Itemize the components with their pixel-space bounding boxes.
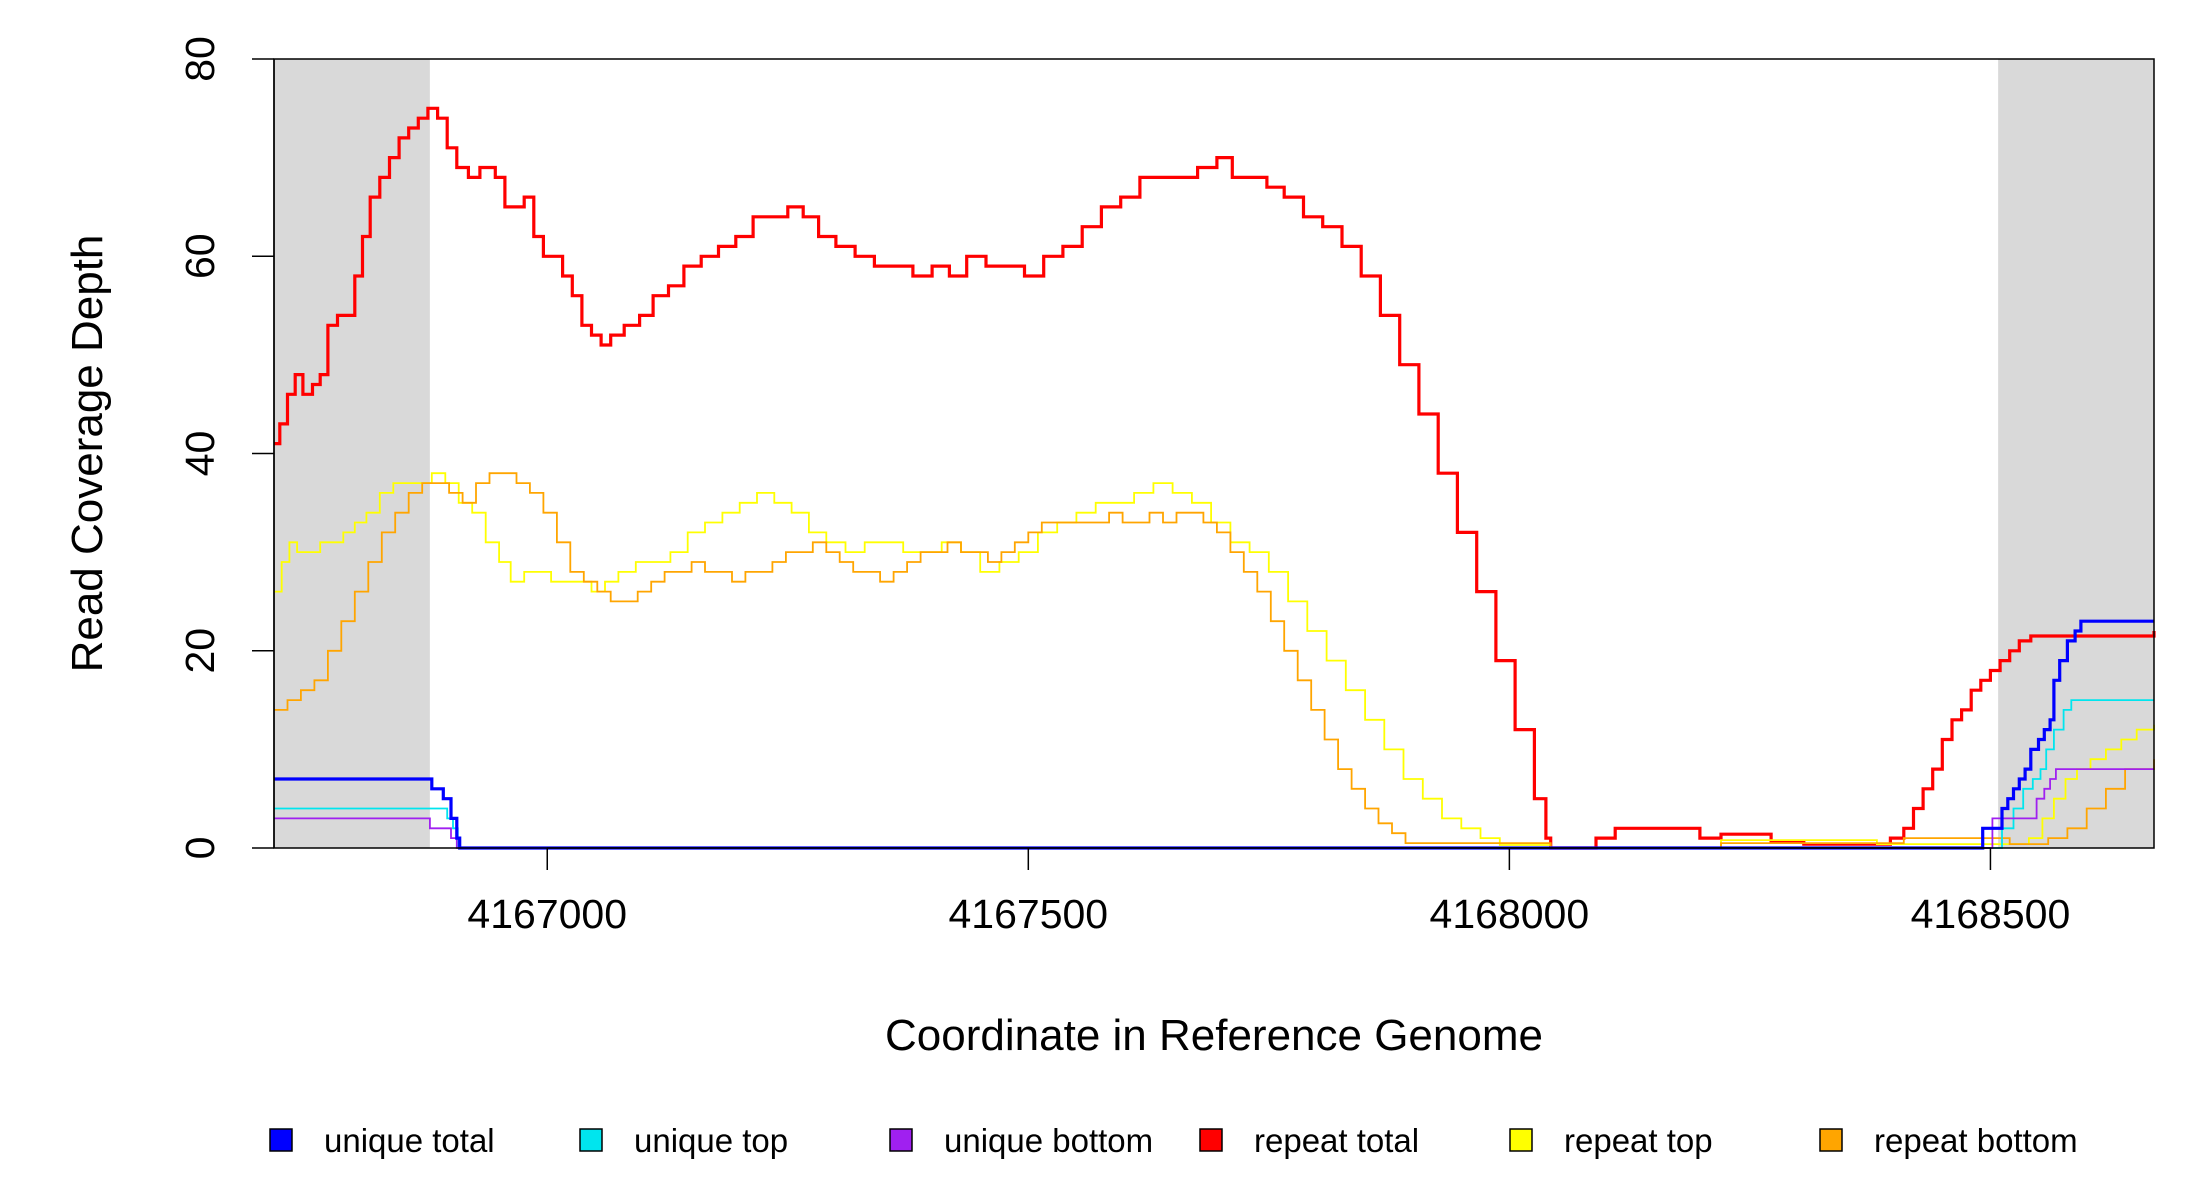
legend-swatch-unique-top <box>579 1128 603 1152</box>
y-tick-label: 60 <box>177 233 223 279</box>
legend-label-unique-top: unique top <box>634 1122 788 1159</box>
legend-label-repeat-bottom: repeat bottom <box>1874 1122 2078 1159</box>
y-tick-label: 80 <box>177 36 223 82</box>
y-axis: 0 20 40 60 80 <box>177 36 275 860</box>
x-tick-label: 4167500 <box>948 891 1108 937</box>
legend-swatch-unique-total <box>269 1128 293 1152</box>
x-axis-title: Coordinate in Reference Genome <box>885 1011 1543 1060</box>
series-line-unique-total <box>274 619 2154 850</box>
legend-swatch-repeat-total <box>1199 1128 1223 1152</box>
y-tick-label: 20 <box>177 628 223 674</box>
x-tick-label: 4167000 <box>467 891 627 937</box>
x-axis: 4167000 4167500 4168000 4168500 <box>467 847 2071 937</box>
plot-frame <box>273 58 2155 849</box>
legend-label-unique-bottom: unique bottom <box>944 1122 1153 1159</box>
shaded-region-1 <box>274 59 430 848</box>
legend-swatch-repeat-top <box>1509 1128 1533 1152</box>
shaded-region-2 <box>1998 59 2154 848</box>
series-line-repeat-bottom <box>274 472 2155 849</box>
y-tick-label: 40 <box>177 431 223 477</box>
legend: unique total unique top unique bottom repea… <box>269 1122 2078 1159</box>
legend-label-unique-total: unique total <box>324 1122 495 1159</box>
legend-swatch-repeat-bottom <box>1819 1128 1843 1152</box>
x-tick-label: 4168000 <box>1430 891 1590 937</box>
x-tick-label: 4168500 <box>1911 891 2071 937</box>
series-line-unique-bottom <box>274 768 2154 849</box>
shaded-regions <box>274 59 2154 848</box>
y-tick-label: 0 <box>177 837 223 860</box>
series-line-repeat-total <box>274 106 2156 850</box>
series-lines <box>274 106 2156 850</box>
legend-label-repeat-top: repeat top <box>1564 1122 1713 1159</box>
y-axis-title: Read Coverage Depth <box>63 235 112 673</box>
series-line-unique-top <box>274 699 2154 849</box>
legend-label-repeat-total: repeat total <box>1254 1122 1419 1159</box>
legend-swatch-unique-bottom <box>889 1128 913 1152</box>
